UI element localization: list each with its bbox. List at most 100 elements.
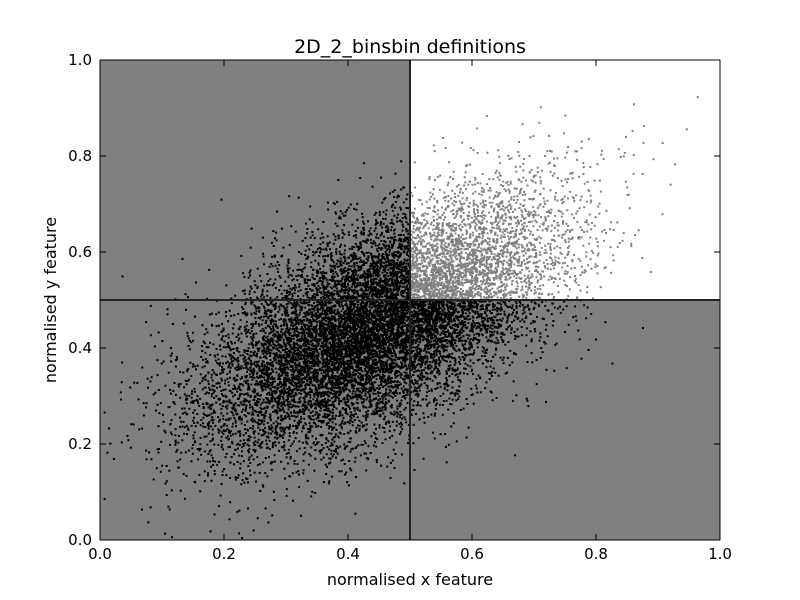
scatter-point xyxy=(304,288,307,291)
scatter-point xyxy=(413,263,416,266)
scatter-point xyxy=(566,181,569,184)
scatter-point xyxy=(432,215,435,218)
scatter-point xyxy=(502,262,505,265)
scatter-point xyxy=(391,244,393,247)
scatter-point xyxy=(329,253,332,256)
scatter-point xyxy=(450,275,453,278)
scatter-point xyxy=(529,233,532,236)
scatter-point xyxy=(272,404,275,407)
scatter-point xyxy=(294,437,297,440)
scatter-point xyxy=(256,371,259,374)
scatter-point xyxy=(364,394,367,397)
scatter-point xyxy=(389,240,392,243)
scatter-point xyxy=(485,324,488,327)
scatter-point xyxy=(595,237,598,240)
scatter-point xyxy=(479,286,482,289)
scatter-point xyxy=(395,337,398,340)
scatter-point xyxy=(195,368,197,371)
scatter-point xyxy=(389,248,391,251)
scatter-point xyxy=(259,428,262,431)
scatter-point xyxy=(311,311,314,314)
scatter-point xyxy=(496,195,499,198)
scatter-point xyxy=(276,347,279,350)
scatter-point xyxy=(351,294,354,297)
scatter-point xyxy=(260,315,263,318)
scatter-point xyxy=(457,183,460,186)
scatter-point xyxy=(354,273,357,276)
scatter-point xyxy=(429,347,432,350)
scatter-point xyxy=(424,264,427,267)
scatter-point xyxy=(482,201,485,204)
scatter-point xyxy=(318,337,321,340)
scatter-point xyxy=(252,448,255,451)
scatter-point xyxy=(187,449,190,452)
scatter-point xyxy=(402,274,405,277)
scatter-point xyxy=(192,331,194,334)
scatter-point xyxy=(489,365,492,368)
scatter-point xyxy=(473,208,476,211)
scatter-point xyxy=(203,333,206,336)
scatter-point xyxy=(303,342,306,344)
scatter-point xyxy=(325,453,328,456)
scatter-point xyxy=(178,385,180,388)
scatter-point xyxy=(460,331,463,334)
scatter-point xyxy=(544,304,547,307)
scatter-point xyxy=(326,339,329,342)
scatter-point xyxy=(332,366,335,369)
scatter-point xyxy=(324,400,327,403)
scatter-point xyxy=(232,352,235,354)
scatter-point xyxy=(350,360,353,363)
scatter-point xyxy=(199,490,202,493)
scatter-point xyxy=(563,272,566,275)
scatter-point xyxy=(282,396,284,398)
scatter-point xyxy=(247,329,250,332)
scatter-point xyxy=(267,401,270,404)
scatter-point xyxy=(508,215,511,218)
scatter-point xyxy=(455,389,458,392)
scatter-point xyxy=(347,405,350,408)
scatter-point xyxy=(566,285,568,288)
scatter-point xyxy=(480,328,482,330)
scatter-point xyxy=(432,210,435,213)
scatter-point xyxy=(538,121,541,124)
scatter-point xyxy=(411,253,414,256)
scatter-point xyxy=(257,316,260,319)
scatter-point xyxy=(516,285,519,288)
scatter-point xyxy=(282,433,285,436)
scatter-point xyxy=(368,379,371,382)
scatter-point xyxy=(388,430,391,432)
scatter-point xyxy=(244,359,247,362)
scatter-point xyxy=(202,340,205,343)
scatter-point xyxy=(330,317,333,320)
scatter-point xyxy=(231,442,234,445)
scatter-point xyxy=(476,261,478,264)
scatter-point xyxy=(182,371,185,374)
scatter-point xyxy=(573,254,576,257)
scatter-point xyxy=(312,365,315,367)
scatter-point xyxy=(507,341,510,343)
scatter-point xyxy=(283,400,286,403)
scatter-point xyxy=(310,313,313,316)
scatter-point xyxy=(436,213,439,216)
scatter-point xyxy=(329,404,331,406)
scatter-point xyxy=(338,363,340,366)
scatter-point xyxy=(467,218,470,220)
scatter-point xyxy=(295,432,298,435)
scatter-point xyxy=(206,443,209,446)
scatter-point xyxy=(554,262,557,264)
scatter-point xyxy=(455,440,458,443)
scatter-point xyxy=(463,237,466,240)
scatter-point xyxy=(166,313,169,316)
scatter-point xyxy=(447,301,450,304)
scatter-point xyxy=(436,281,439,284)
scatter-point xyxy=(238,337,241,340)
scatter-point xyxy=(576,158,579,161)
scatter-point xyxy=(231,342,233,345)
scatter-point xyxy=(268,348,271,351)
scatter-point xyxy=(299,344,302,347)
scatter-point xyxy=(374,227,377,230)
scatter-point xyxy=(375,342,378,344)
scatter-point xyxy=(447,335,450,337)
scatter-point xyxy=(482,300,485,303)
scatter-point xyxy=(381,348,384,350)
